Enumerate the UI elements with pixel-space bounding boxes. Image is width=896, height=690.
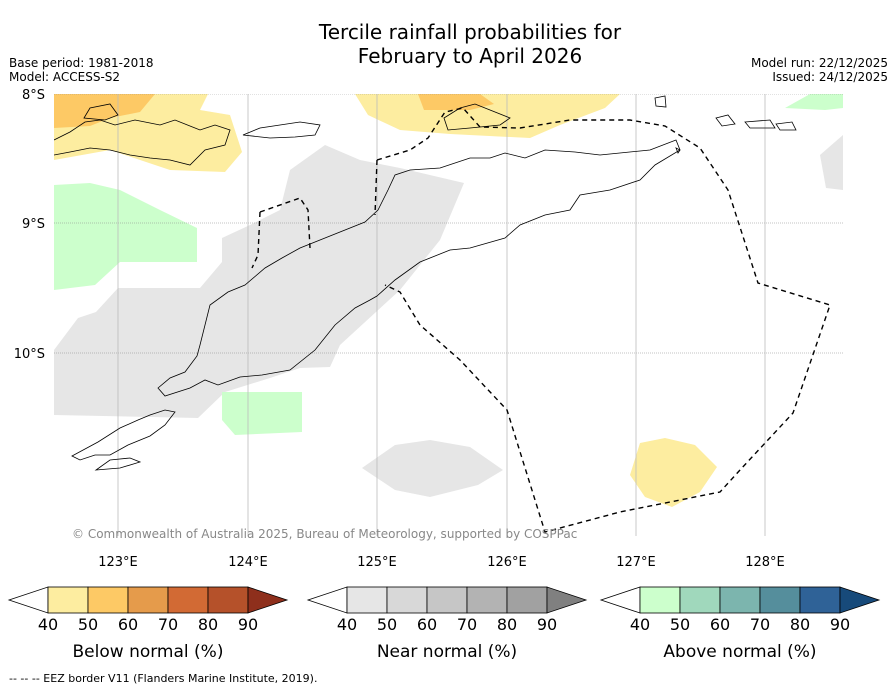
cb-near-seg-0 [306,586,348,614]
rote-coastline [71,409,176,461]
below-normal-region-n-50 [418,94,494,110]
lakor-coastline [775,121,797,131]
cb-above-tick: 40 [630,615,650,634]
moa-coastline [744,119,776,129]
map-title: Tercile rainfall probabilities for Febru… [0,20,896,68]
eez-footnote: -- -- -- EEZ border V11 (Flanders Marine… [9,672,318,685]
cb-near-tick: 60 [417,615,437,634]
cb-below-tick: 90 [238,615,258,634]
cb-above-tick: 70 [750,615,770,634]
cb-near-seg-5 [506,586,548,614]
lon-label-126e: 126°E [487,555,527,570]
cb-below-tick: 50 [78,615,98,634]
cb-below-seg-6 [247,586,289,614]
cb-near-seg-1 [346,586,388,614]
lat-label-9s: 9°S [22,217,45,232]
colorbar-titles: Below normal (%) Near normal (%) Above n… [73,642,817,662]
metadata-right: Model run: 22/12/2025 Issued: 24/12/2025 [751,56,888,84]
colorbar-ticks-near: 40 50 60 70 80 90 [337,615,557,634]
cb-above-seg-4 [759,586,801,614]
colorbar-below-normal [7,586,289,614]
atauro-coastline [654,95,667,108]
above-normal-region-south [222,392,302,435]
lat-label-10s: 10°S [14,347,45,362]
colorbar-near-normal [306,586,588,614]
title-line-1: Tercile rainfall probabilities for [318,20,622,44]
cb-near-tick: 90 [537,615,557,634]
lon-label-128e: 128°E [745,555,785,570]
copyright-notice: © Commonwealth of Australia 2025, Bureau… [72,527,578,541]
cb-above-tick: 50 [670,615,690,634]
model-name: Model: ACCESS-S2 [9,70,121,84]
cb-above-seg-5 [799,586,841,614]
below-normal-region-se [630,438,717,507]
above-normal-region-ne [785,94,843,110]
cb-above-seg-6 [839,586,881,614]
lon-label-123e: 123°E [98,555,138,570]
cb-below-seg-0 [7,586,49,614]
model-run: Model run: 22/12/2025 [750,56,888,70]
cb-below-seg-1 [47,586,89,614]
cb-near-seg-4 [466,586,508,614]
near-normal-region-main [54,145,464,418]
lon-label-125e: 125°E [357,555,397,570]
above-normal-region-west [54,183,197,290]
near-normal-region-south [362,440,503,497]
cb-above-seg-1 [639,586,681,614]
cb-near-tick: 80 [497,615,517,634]
cb-near-seg-2 [386,586,428,614]
adonara-coastline [83,103,119,121]
below-normal-region-n [355,94,620,138]
lon-label-124e: 124°E [228,555,268,570]
cb-below-seg-2 [87,586,129,614]
longitude-labels: 123°E 124°E 125°E 126°E 127°E 128°E [98,555,785,570]
metadata-left: Base period: 1981-2018 Model: ACCESS-S2 [9,56,154,84]
cb-below-tick: 70 [158,615,178,634]
colorbar-above-normal [599,586,881,614]
cb-near-tick: 50 [377,615,397,634]
timor-coastline [157,139,681,397]
colorbar-label-near: Near normal (%) [377,642,517,662]
coastlines [54,95,797,471]
cb-above-seg-2 [679,586,721,614]
cb-below-tick: 80 [198,615,218,634]
lon-label-127e: 127°E [616,555,656,570]
cb-above-tick: 60 [710,615,730,634]
issued-date: Issued: 24/12/2025 [772,70,888,84]
near-normal-region-east [820,135,843,190]
cb-above-tick: 80 [790,615,810,634]
cb-near-seg-3 [426,586,468,614]
title-line-2: February to April 2026 [357,44,583,68]
colorbar-ticks-below: 40 50 60 70 80 90 [38,615,258,634]
colorbar-label-above: Above normal (%) [663,642,816,662]
colorbar-ticks-above: 40 50 60 70 80 90 [630,615,850,634]
cb-above-tick: 90 [830,615,850,634]
kisar-coastline [675,147,681,154]
cb-below-tick: 60 [118,615,138,634]
cb-below-tick: 40 [38,615,58,634]
cb-near-seg-6 [546,586,588,614]
cb-above-seg-3 [719,586,761,614]
wetar-coastline [443,103,511,131]
base-period: Base period: 1981-2018 [9,56,154,70]
cb-above-seg-0 [599,586,641,614]
gridlines [54,94,843,354]
colorbar-label-below: Below normal (%) [73,642,224,662]
leti-coastline [715,114,736,127]
flores-coastline [54,119,231,166]
alor-coastline [242,121,321,139]
sawu-coastline [94,457,142,471]
lat-label-8s: 8°S [22,88,45,103]
cb-near-tick: 40 [337,615,357,634]
eez-border [251,107,831,533]
cb-below-seg-3 [127,586,169,614]
cb-below-seg-4 [167,586,209,614]
latitude-labels: 8°S 9°S 10°S [14,88,45,362]
below-normal-region-nw-50 [54,94,155,128]
cb-below-seg-5 [207,586,249,614]
cb-near-tick: 70 [457,615,477,634]
